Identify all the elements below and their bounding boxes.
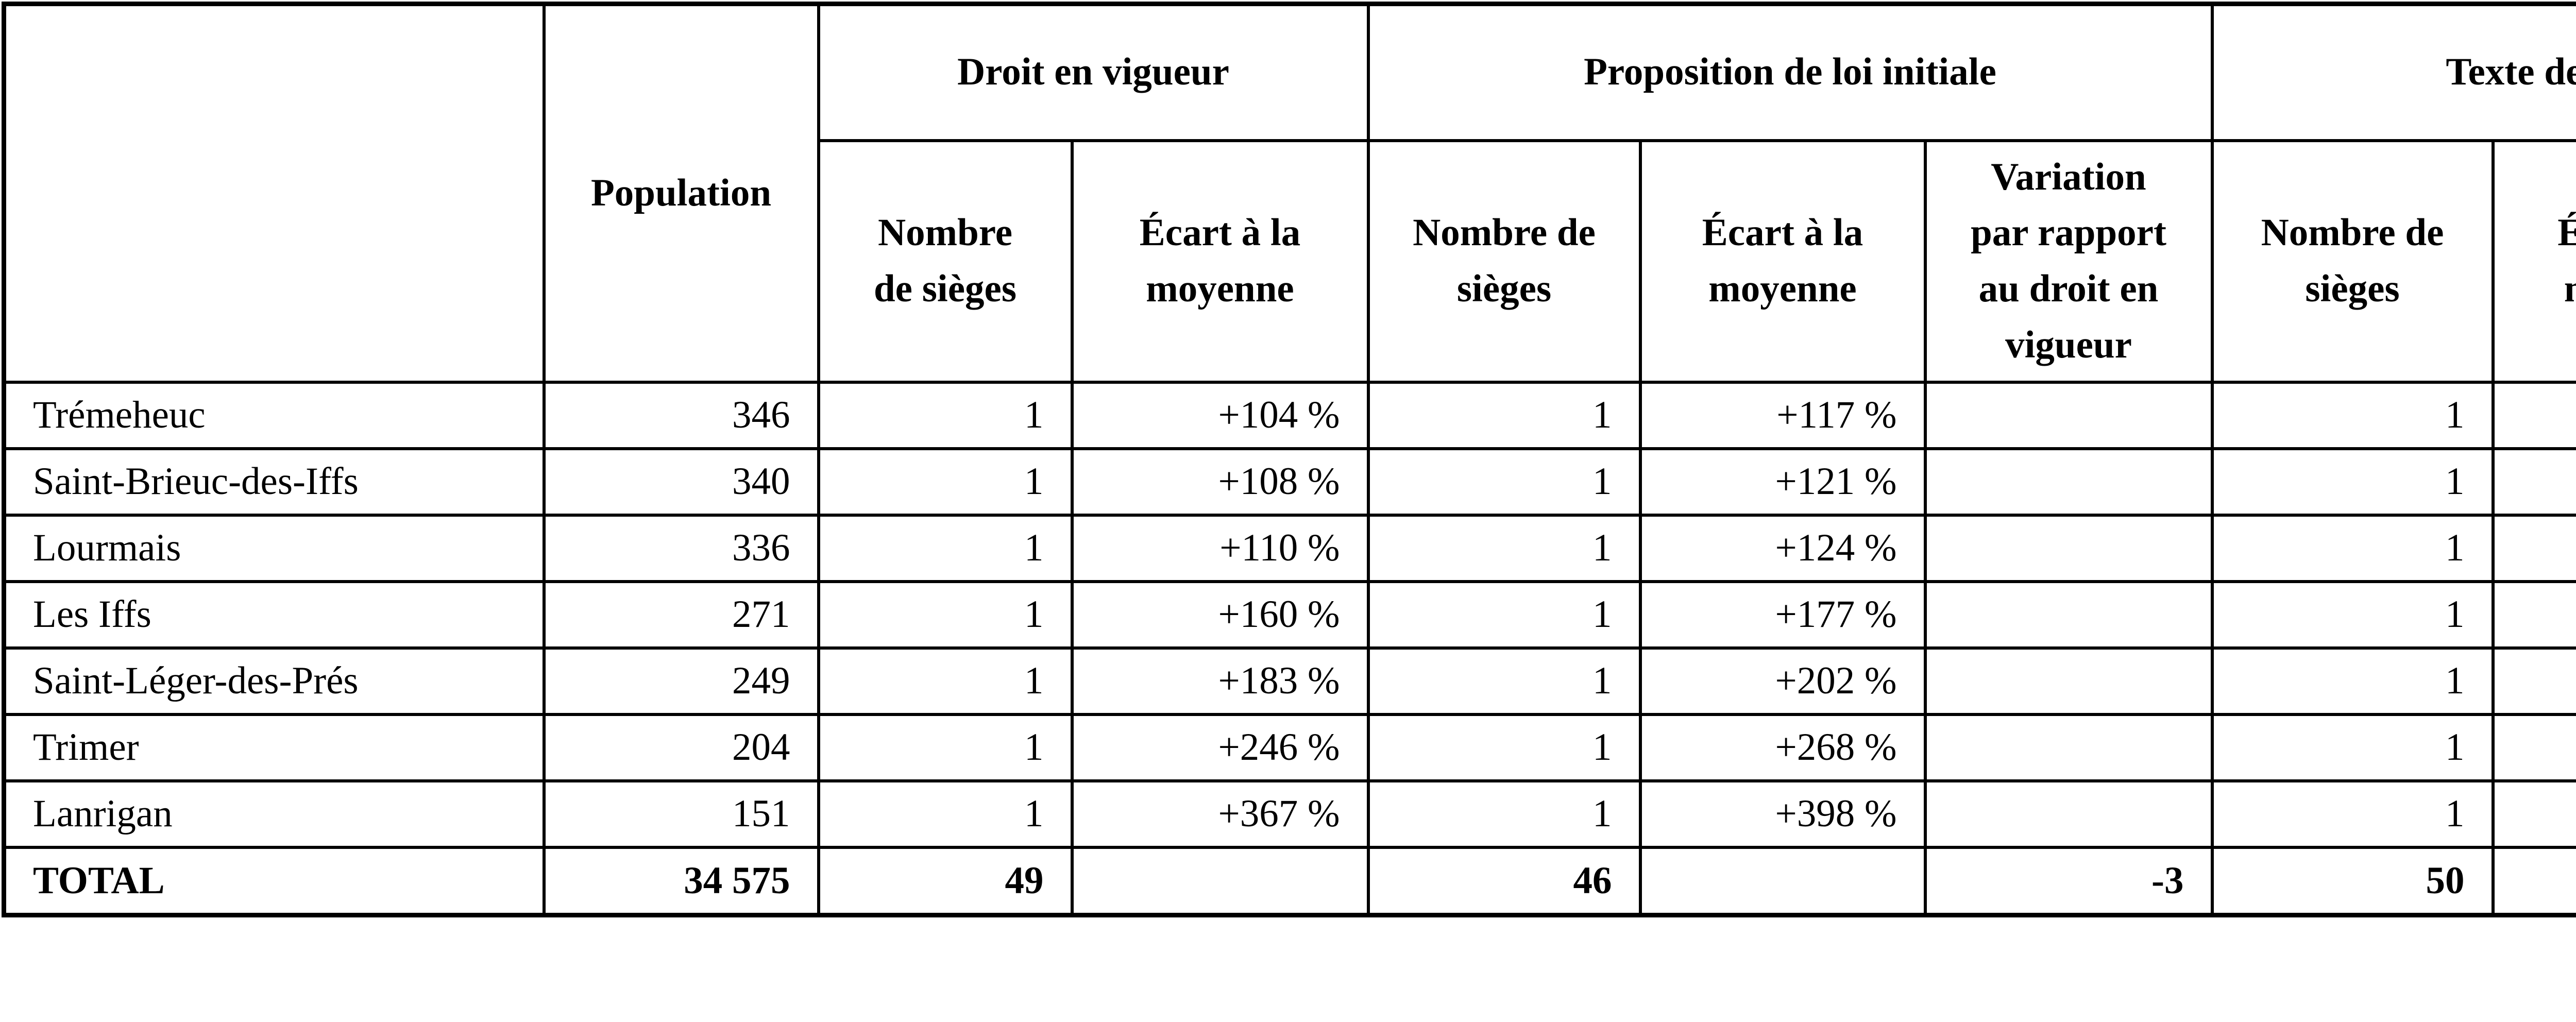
pli-sieges-value: 1: [1366, 513, 1642, 583]
dv-sieges-value: 1: [817, 646, 1074, 716]
tc-sieges-value: 1: [2210, 712, 2495, 782]
population-header: Population: [542, 2, 820, 384]
pli-ecart-value: +202 %: [1638, 646, 1927, 716]
pli-variation-value: [1923, 580, 2214, 650]
col-header-tc-ecart-moyenne: Écart à la moyenne: [2491, 139, 2576, 384]
pli-ecart-value: +124 %: [1638, 513, 1927, 583]
total-tc-ecart: [2491, 845, 2576, 917]
pli-variation-value: [1923, 513, 2214, 583]
table-row-total: TOTAL 34 575 49 46 -3 50 +1: [2, 845, 2576, 917]
table-row-lanrigan: Lanrigan 151 1 +367 % 1 +398 % 1 +358 %: [2, 779, 2576, 849]
dv-ecart-value: +183 %: [1070, 646, 1370, 716]
tc-sieges-value: 1: [2210, 779, 2495, 849]
population-value: 336: [542, 513, 820, 583]
commune-name: Les Iffs: [2, 580, 546, 650]
group-droit-en-vigueur: Droit en vigueur: [817, 2, 1370, 142]
tc-ecart-value: +358 %: [2491, 779, 2576, 849]
tc-sieges-value: 1: [2210, 580, 2495, 650]
pli-sieges-value: 1: [1366, 712, 1642, 782]
pli-variation-value: [1923, 380, 2214, 450]
pli-ecart-value: +121 %: [1638, 447, 1927, 517]
pli-ecart-value: +117 %: [1638, 380, 1927, 450]
tc-sieges-value: 1: [2210, 513, 2495, 583]
dv-sieges-value: 1: [817, 447, 1074, 517]
pli-ecart-value: +268 %: [1638, 712, 1927, 782]
tc-ecart-value: +155 %: [2491, 580, 2576, 650]
tc-ecart-value: +178 %: [2491, 646, 2576, 716]
pli-sieges-value: 1: [1366, 779, 1642, 849]
tc-sieges-value: 1: [2210, 447, 2495, 517]
table-row-trimer: Trimer 204 1 +246 % 1 +268 % 1 +239 %: [2, 712, 2576, 782]
total-label: TOTAL: [2, 845, 546, 917]
group-header-row: Population Droit en vigueur Proposition …: [2, 2, 2576, 384]
pli-variation-value: [1923, 447, 2214, 517]
pli-variation-value: [1923, 646, 2214, 716]
tc-ecart-value: +103 %: [2491, 447, 2576, 517]
dv-ecart-value: +108 %: [1070, 447, 1370, 517]
tc-ecart-value: +106 %: [2491, 513, 2576, 583]
group-proposition-loi-initiale: Proposition de loi initiale: [1366, 2, 2214, 142]
population-value: 204: [542, 712, 820, 782]
total-population: 34 575: [542, 845, 820, 917]
col-header-tc-nombre-sieges: Nombre de sièges: [2210, 139, 2495, 384]
dv-sieges-value: 1: [817, 712, 1074, 782]
tc-ecart-value: +100 %: [2491, 380, 2576, 450]
commune-name: Lourmais: [2, 513, 546, 583]
dv-sieges-value: 1: [817, 580, 1074, 650]
dv-ecart-value: +367 %: [1070, 779, 1370, 849]
tc-sieges-value: 1: [2210, 646, 2495, 716]
population-value: 249: [542, 646, 820, 716]
corner-cell: [2, 2, 546, 384]
dv-sieges-value: 1: [817, 380, 1074, 450]
dv-sieges-value: 1: [817, 779, 1074, 849]
population-value: 346: [542, 380, 820, 450]
col-header-pli-variation: Variation par rapport au droit en vigueu…: [1923, 139, 2214, 384]
dv-ecart-value: +110 %: [1070, 513, 1370, 583]
population-value: 340: [542, 447, 820, 517]
tc-ecart-value: +239 %: [2491, 712, 2576, 782]
pli-variation-value: [1923, 712, 2214, 782]
total-pli-ecart: [1638, 845, 1927, 917]
pli-ecart-value: +177 %: [1638, 580, 1927, 650]
pli-sieges-value: 1: [1366, 580, 1642, 650]
col-header-dv-ecart-moyenne: Écart à la moyenne: [1070, 139, 1370, 384]
group-texte-commission: Texte de la commission: [2210, 2, 2576, 142]
dv-sieges-value: 1: [817, 513, 1074, 583]
col-header-pli-ecart-moyenne: Écart à la moyenne: [1638, 139, 1927, 384]
total-dv-sieges: 49: [817, 845, 1074, 917]
table-row-saint-leger-des-pres: Saint-Léger-des-Prés 249 1 +183 % 1 +202…: [2, 646, 2576, 716]
pli-sieges-value: 1: [1366, 447, 1642, 517]
commune-name: Saint-Léger-des-Prés: [2, 646, 546, 716]
table-row-les-iffs: Les Iffs 271 1 +160 % 1 +177 % 1 +155 %: [2, 580, 2576, 650]
col-header-pli-nombre-sieges: Nombre de sièges: [1366, 139, 1642, 384]
total-pli-sieges: 46: [1366, 845, 1642, 917]
table-row-tremeheuc: Trémeheuc 346 1 +104 % 1 +117 % 1 +100 %: [2, 380, 2576, 450]
population-value: 151: [542, 779, 820, 849]
sub-header-row: Nombre de sièges Écart à la moyenne Nomb…: [4, 139, 2576, 384]
tc-sieges-value: 1: [2210, 380, 2495, 450]
table-row-saint-brieuc-des-iffs: Saint-Brieuc-des-Iffs 340 1 +108 % 1 +12…: [2, 447, 2576, 517]
commune-name: Trémeheuc: [2, 380, 546, 450]
dv-ecart-value: +104 %: [1070, 380, 1370, 450]
total-tc-sieges: 50: [2210, 845, 2495, 917]
commune-name: Lanrigan: [2, 779, 546, 849]
total-dv-ecart: [1070, 845, 1370, 917]
total-pli-variation: -3: [1923, 845, 2214, 917]
col-header-dv-nombre-sieges: Nombre de sièges: [817, 139, 1074, 384]
seats-apportionment-table: Population Droit en vigueur Proposition …: [2, 2, 2576, 917]
dv-ecart-value: +246 %: [1070, 712, 1370, 782]
table-row-lourmais: Lourmais 336 1 +110 % 1 +124 % 1 +106 %: [2, 513, 2576, 583]
pli-ecart-value: +398 %: [1638, 779, 1927, 849]
pli-sieges-value: 1: [1366, 380, 1642, 450]
commune-name: Saint-Brieuc-des-Iffs: [2, 447, 546, 517]
dv-ecart-value: +160 %: [1070, 580, 1370, 650]
commune-name: Trimer: [2, 712, 546, 782]
population-value: 271: [542, 580, 820, 650]
pli-sieges-value: 1: [1366, 646, 1642, 716]
pli-variation-value: [1923, 779, 2214, 849]
